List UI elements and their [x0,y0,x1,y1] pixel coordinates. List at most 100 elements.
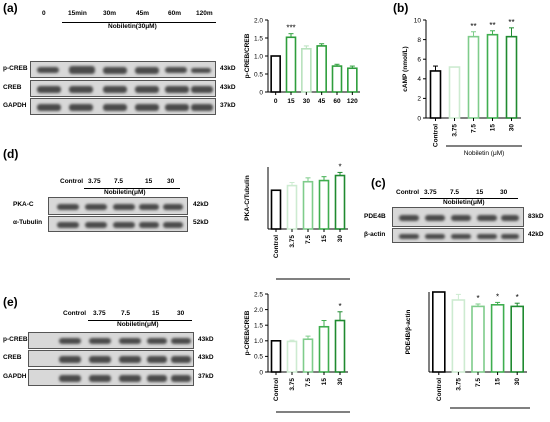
bar-d-1 [286,184,298,230]
y-tick-label-b-4: 8 [417,37,421,44]
bar-e-3 [318,325,330,373]
bar-d-0 [270,189,282,230]
lane-label-a-5: 120m [196,10,213,17]
bar-b-1 [448,66,461,119]
x-tick-label-c-1: 3.75 [455,378,462,391]
significance-c-4: * [516,293,519,302]
x-tick-label-a-2: 30 [303,98,311,105]
significance-b-2: ** [470,22,476,31]
significance-a-1: *** [286,24,295,33]
row-label-e-0: p-CREB [3,336,28,343]
y-tick-label-a-2: 1.0 [254,53,263,60]
bar-a-1 [285,36,297,93]
bar-e-2 [302,338,314,373]
row-label-c-1: β-actin [364,231,386,238]
kd-label-e-2: 37kD [198,373,214,380]
treatment-line-e [88,320,192,321]
chart-a: 0 0.5 1.0 1.5 2.0 p-CREB/CREB 0 *** 15 30 45 60 120 [244,17,360,105]
y-tick-label-e-5: 2.5 [254,291,263,298]
significance-d-4: * [338,162,341,171]
x-tick-label-e-3: 15 [321,378,328,386]
bar-c-4 [510,305,524,373]
treatment-line-d [84,188,180,189]
blot-e-creb [28,350,194,367]
row-label-e-2: GAPDH [3,373,27,380]
y-tick-label-b-0: 0 [417,115,421,122]
y-tick-label-e-2: 1.0 [254,338,263,345]
kd-label-d-1: 52kD [193,219,209,226]
x-tick-label-d-0: Control [273,235,280,258]
blot-a-gapdh [30,98,216,115]
treatment-label-d: Nobiletin(μM) [104,189,146,196]
bar-e-1 [286,340,298,373]
blot-e-gapdh [28,369,194,386]
treatment-line-a [62,22,216,23]
x-tick-label-a-1: 15 [287,98,295,105]
kd-label-e-0: 43kD [198,336,214,343]
kd-label-c-1: 42kD [528,231,544,238]
y-tick-label-b-2: 4 [417,76,421,83]
y-axis-label-c: PDE4B/β-actin [405,310,412,355]
bar-d-4 [334,174,346,230]
blot-c-actin [392,228,524,243]
lane-label-a-1: 15min [68,10,87,17]
row-label-c-0: PDE4B [364,213,386,220]
panel-c-label: (c) [371,176,386,190]
x-tick-label-c-0: Control [436,378,443,401]
chart-c: PDE4B/β-actin Control 3.75 * 7.5 * 15 * 30 [405,291,527,401]
x-tick-label-d-4: 30 [337,235,344,243]
lane-label-d-0: 3.75 [88,178,101,185]
x-tick-label-a-5: 120 [347,98,358,105]
y-tick-label-e-4: 2.0 [254,307,263,314]
x-tick-label-b-3: 15 [490,124,497,132]
kd-label-a-0: 43kD [220,65,236,72]
kd-label-c-0: 83kD [528,213,544,220]
x-tick-label-b-1: 3.75 [452,124,459,137]
bar-c-1 [451,299,466,373]
blot-a-pcreb [30,61,216,78]
row-label-d-0: PKA-C [13,201,34,208]
bar-b-4 [505,35,518,119]
treatment-label-c: Nobiletin(μM) [443,199,485,206]
row-label-a-1: CREB [3,84,22,91]
lane-label-d-2: 15 [145,178,153,185]
chart-e: 0 0.5 1.0 1.5 2.0 2.5 p-CREB/CREB Control 3.75 7.… [244,291,348,401]
bar-d-2 [302,180,314,230]
y-tick-label-a-1: 0.5 [254,71,263,78]
lane-label-c-0: 3.75 [424,189,437,196]
y-tick-label-a-3: 1.5 [254,35,263,42]
x-tick-label-a-3: 45 [318,98,326,105]
y-axis-label-a: p-CREB/CREB [244,33,251,78]
blot-d-pkac [48,197,188,215]
x-tick-label-d-3: 15 [321,235,328,243]
x-tick-label-a-4: 60 [333,98,341,105]
kd-label-a-2: 37kD [220,102,236,109]
x-tick-label-e-0: Control [273,378,280,401]
panel-e-label: (e) [3,295,18,309]
lane-label-d-3: 30 [167,178,175,185]
lane-label-a-3: 45m [136,10,150,17]
bar-b-2 [467,35,480,119]
row-label-d-1: α-Tubulin [13,219,43,226]
lane-label-c-2: 15 [476,189,484,196]
row-label-a-0: p-CREB [3,65,28,72]
x-tick-label-a-0: 0 [274,98,278,105]
bar-b-0 [429,70,442,119]
row-label-a-2: GAPDH [3,102,27,109]
x-tick-label-d-1: 3.75 [289,235,296,248]
control-label-e: Control [63,310,87,317]
bar-a-3 [316,45,327,93]
blot-d-tubulin [48,216,188,232]
bar-e-0 [270,339,282,373]
bar-b-3 [486,33,499,119]
kd-label-d-0: 42kD [193,201,209,208]
bar-c-3 [490,303,505,373]
y-axis-label-b: cAMP (nmol/L) [402,46,409,91]
bar-a-0 [270,55,281,93]
significance-e-4: * [338,302,341,311]
lane-label-e-3: 30 [177,310,185,317]
significance-c-2: * [476,294,479,303]
panel-a-label: (a) [3,1,18,15]
kd-label-a-1: 43kD [220,84,236,91]
lane-label-a-4: 60m [168,10,182,17]
